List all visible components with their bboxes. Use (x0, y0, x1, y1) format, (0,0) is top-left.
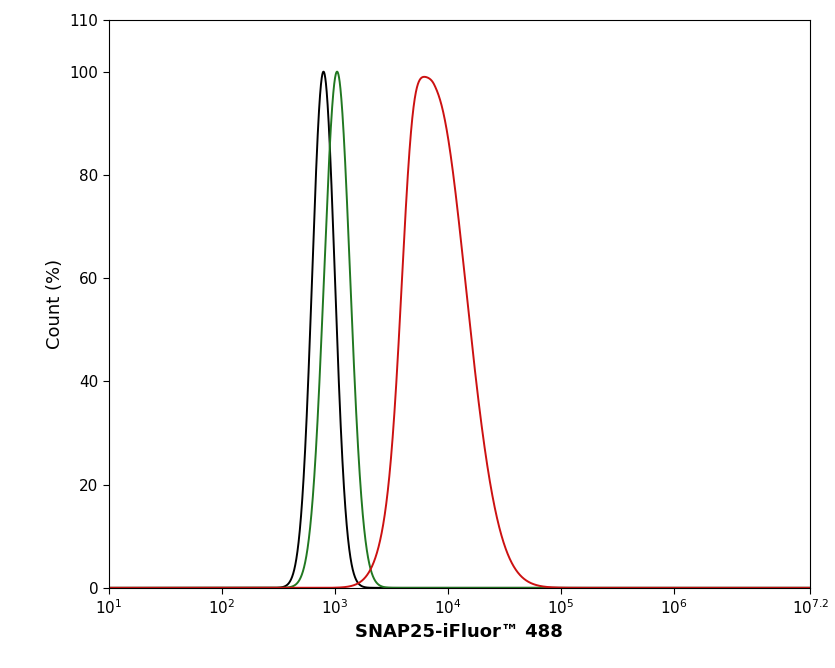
Y-axis label: Count (%): Count (%) (46, 259, 63, 349)
X-axis label: SNAP25-iFluor™ 488: SNAP25-iFluor™ 488 (356, 623, 563, 641)
